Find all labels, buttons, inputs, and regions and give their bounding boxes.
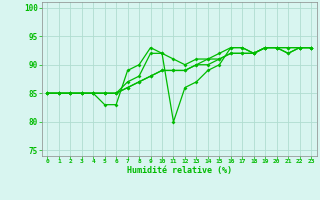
X-axis label: Humidité relative (%): Humidité relative (%) bbox=[127, 166, 232, 175]
